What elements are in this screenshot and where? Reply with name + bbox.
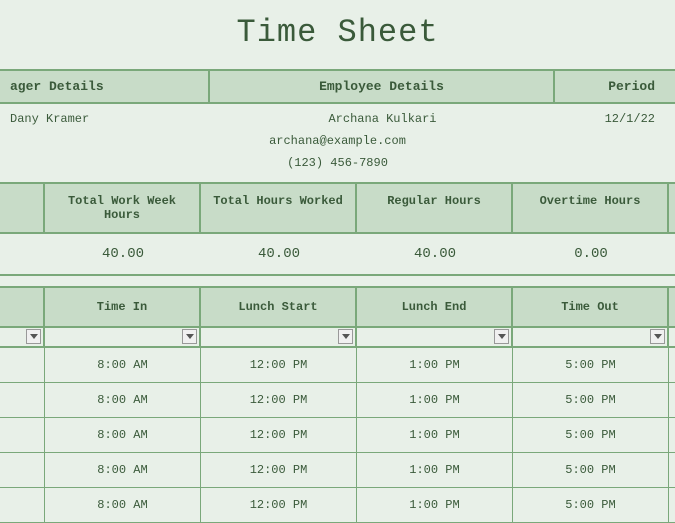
time-header-end [669, 288, 675, 326]
cell-time-in: 8:00 AM [45, 348, 201, 382]
employee-email: archana@example.com [0, 130, 675, 152]
row-end [669, 418, 675, 452]
row-spacer [0, 418, 45, 452]
summary-header-spacer [0, 184, 45, 232]
summary-label-overtime: Overtime Hours [513, 184, 669, 232]
filter-dropdown-icon[interactable] [494, 329, 509, 344]
filter-dropdown-icon[interactable] [26, 329, 41, 344]
time-header-spacer [0, 288, 45, 326]
cell-lunch-start: 12:00 PM [201, 488, 357, 522]
cell-time-out: 5:00 PM [513, 383, 669, 417]
row-end [669, 348, 675, 382]
row-spacer [0, 488, 45, 522]
table-row: 8:00 AM12:00 PM1:00 PM5:00 PM [0, 453, 675, 488]
cell-lunch-start: 12:00 PM [201, 383, 357, 417]
summary-label-regular: Regular Hours [357, 184, 513, 232]
filter-row [0, 328, 675, 348]
filter-end [669, 328, 675, 346]
summary-value-end [669, 234, 675, 274]
cell-time-out: 5:00 PM [513, 488, 669, 522]
cell-time-out: 5:00 PM [513, 418, 669, 452]
cell-lunch-end: 1:00 PM [357, 383, 513, 417]
time-header-time-in: Time In [45, 288, 201, 326]
cell-time-in: 8:00 AM [45, 418, 201, 452]
cell-time-out: 5:00 PM [513, 348, 669, 382]
period-start: 12/1/22 [555, 104, 675, 130]
filter-lunch-start [201, 328, 357, 346]
row-end [669, 488, 675, 522]
table-row: 8:00 AM12:00 PM1:00 PM5:00 PM [0, 383, 675, 418]
row-end [669, 453, 675, 487]
summary-value-overtime: 0.00 [513, 234, 669, 274]
summary-value-total-worked: 40.00 [201, 234, 357, 274]
cell-lunch-end: 1:00 PM [357, 348, 513, 382]
filter-dropdown-icon[interactable] [338, 329, 353, 344]
details-header-row: ager Details Employee Details Period [0, 69, 675, 104]
filter-dropdown-icon[interactable] [650, 329, 665, 344]
table-row: 8:00 AM12:00 PM1:00 PM5:00 PM [0, 488, 675, 523]
time-header-lunch-end: Lunch End [357, 288, 513, 326]
cell-time-in: 8:00 AM [45, 488, 201, 522]
cell-time-in: 8:00 AM [45, 453, 201, 487]
cell-lunch-start: 12:00 PM [201, 418, 357, 452]
details-row: Dany Kramer Archana Kulkari 12/1/22 [0, 104, 675, 130]
manager-header: ager Details [0, 71, 210, 102]
employee-name: Archana Kulkari [210, 104, 555, 130]
summary-values-row: 40.00 40.00 40.00 0.00 [0, 234, 675, 276]
period-header: Period [555, 71, 675, 102]
filter-spacer [0, 328, 45, 346]
employee-header: Employee Details [210, 71, 555, 102]
table-row: 8:00 AM12:00 PM1:00 PM5:00 PM [0, 348, 675, 383]
cell-lunch-end: 1:00 PM [357, 418, 513, 452]
summary-header-end [669, 184, 675, 232]
cell-time-in: 8:00 AM [45, 383, 201, 417]
cell-lunch-start: 12:00 PM [201, 348, 357, 382]
filter-time-in [45, 328, 201, 346]
summary-label-total-worked: Total Hours Worked [201, 184, 357, 232]
cell-lunch-end: 1:00 PM [357, 453, 513, 487]
summary-value-total-week: 40.00 [45, 234, 201, 274]
summary-value-spacer [0, 234, 45, 274]
filter-time-out [513, 328, 669, 346]
employee-phone: (123) 456-7890 [0, 152, 675, 174]
time-header-lunch-start: Lunch Start [201, 288, 357, 326]
time-header-time-out: Time Out [513, 288, 669, 326]
row-spacer [0, 348, 45, 382]
row-end [669, 383, 675, 417]
page-title: Time Sheet [0, 0, 675, 69]
summary-label-total-week: Total Work Week Hours [45, 184, 201, 232]
cell-lunch-end: 1:00 PM [357, 488, 513, 522]
time-header-row: Time In Lunch Start Lunch End Time Out [0, 286, 675, 328]
cell-lunch-start: 12:00 PM [201, 453, 357, 487]
summary-value-regular: 40.00 [357, 234, 513, 274]
summary-header-row: Total Work Week Hours Total Hours Worked… [0, 182, 675, 234]
filter-dropdown-icon[interactable] [182, 329, 197, 344]
manager-name: Dany Kramer [0, 104, 210, 130]
time-rows-container: 8:00 AM12:00 PM1:00 PM5:00 PM8:00 AM12:0… [0, 348, 675, 523]
row-spacer [0, 383, 45, 417]
table-row: 8:00 AM12:00 PM1:00 PM5:00 PM [0, 418, 675, 453]
row-spacer [0, 453, 45, 487]
cell-time-out: 5:00 PM [513, 453, 669, 487]
filter-lunch-end [357, 328, 513, 346]
